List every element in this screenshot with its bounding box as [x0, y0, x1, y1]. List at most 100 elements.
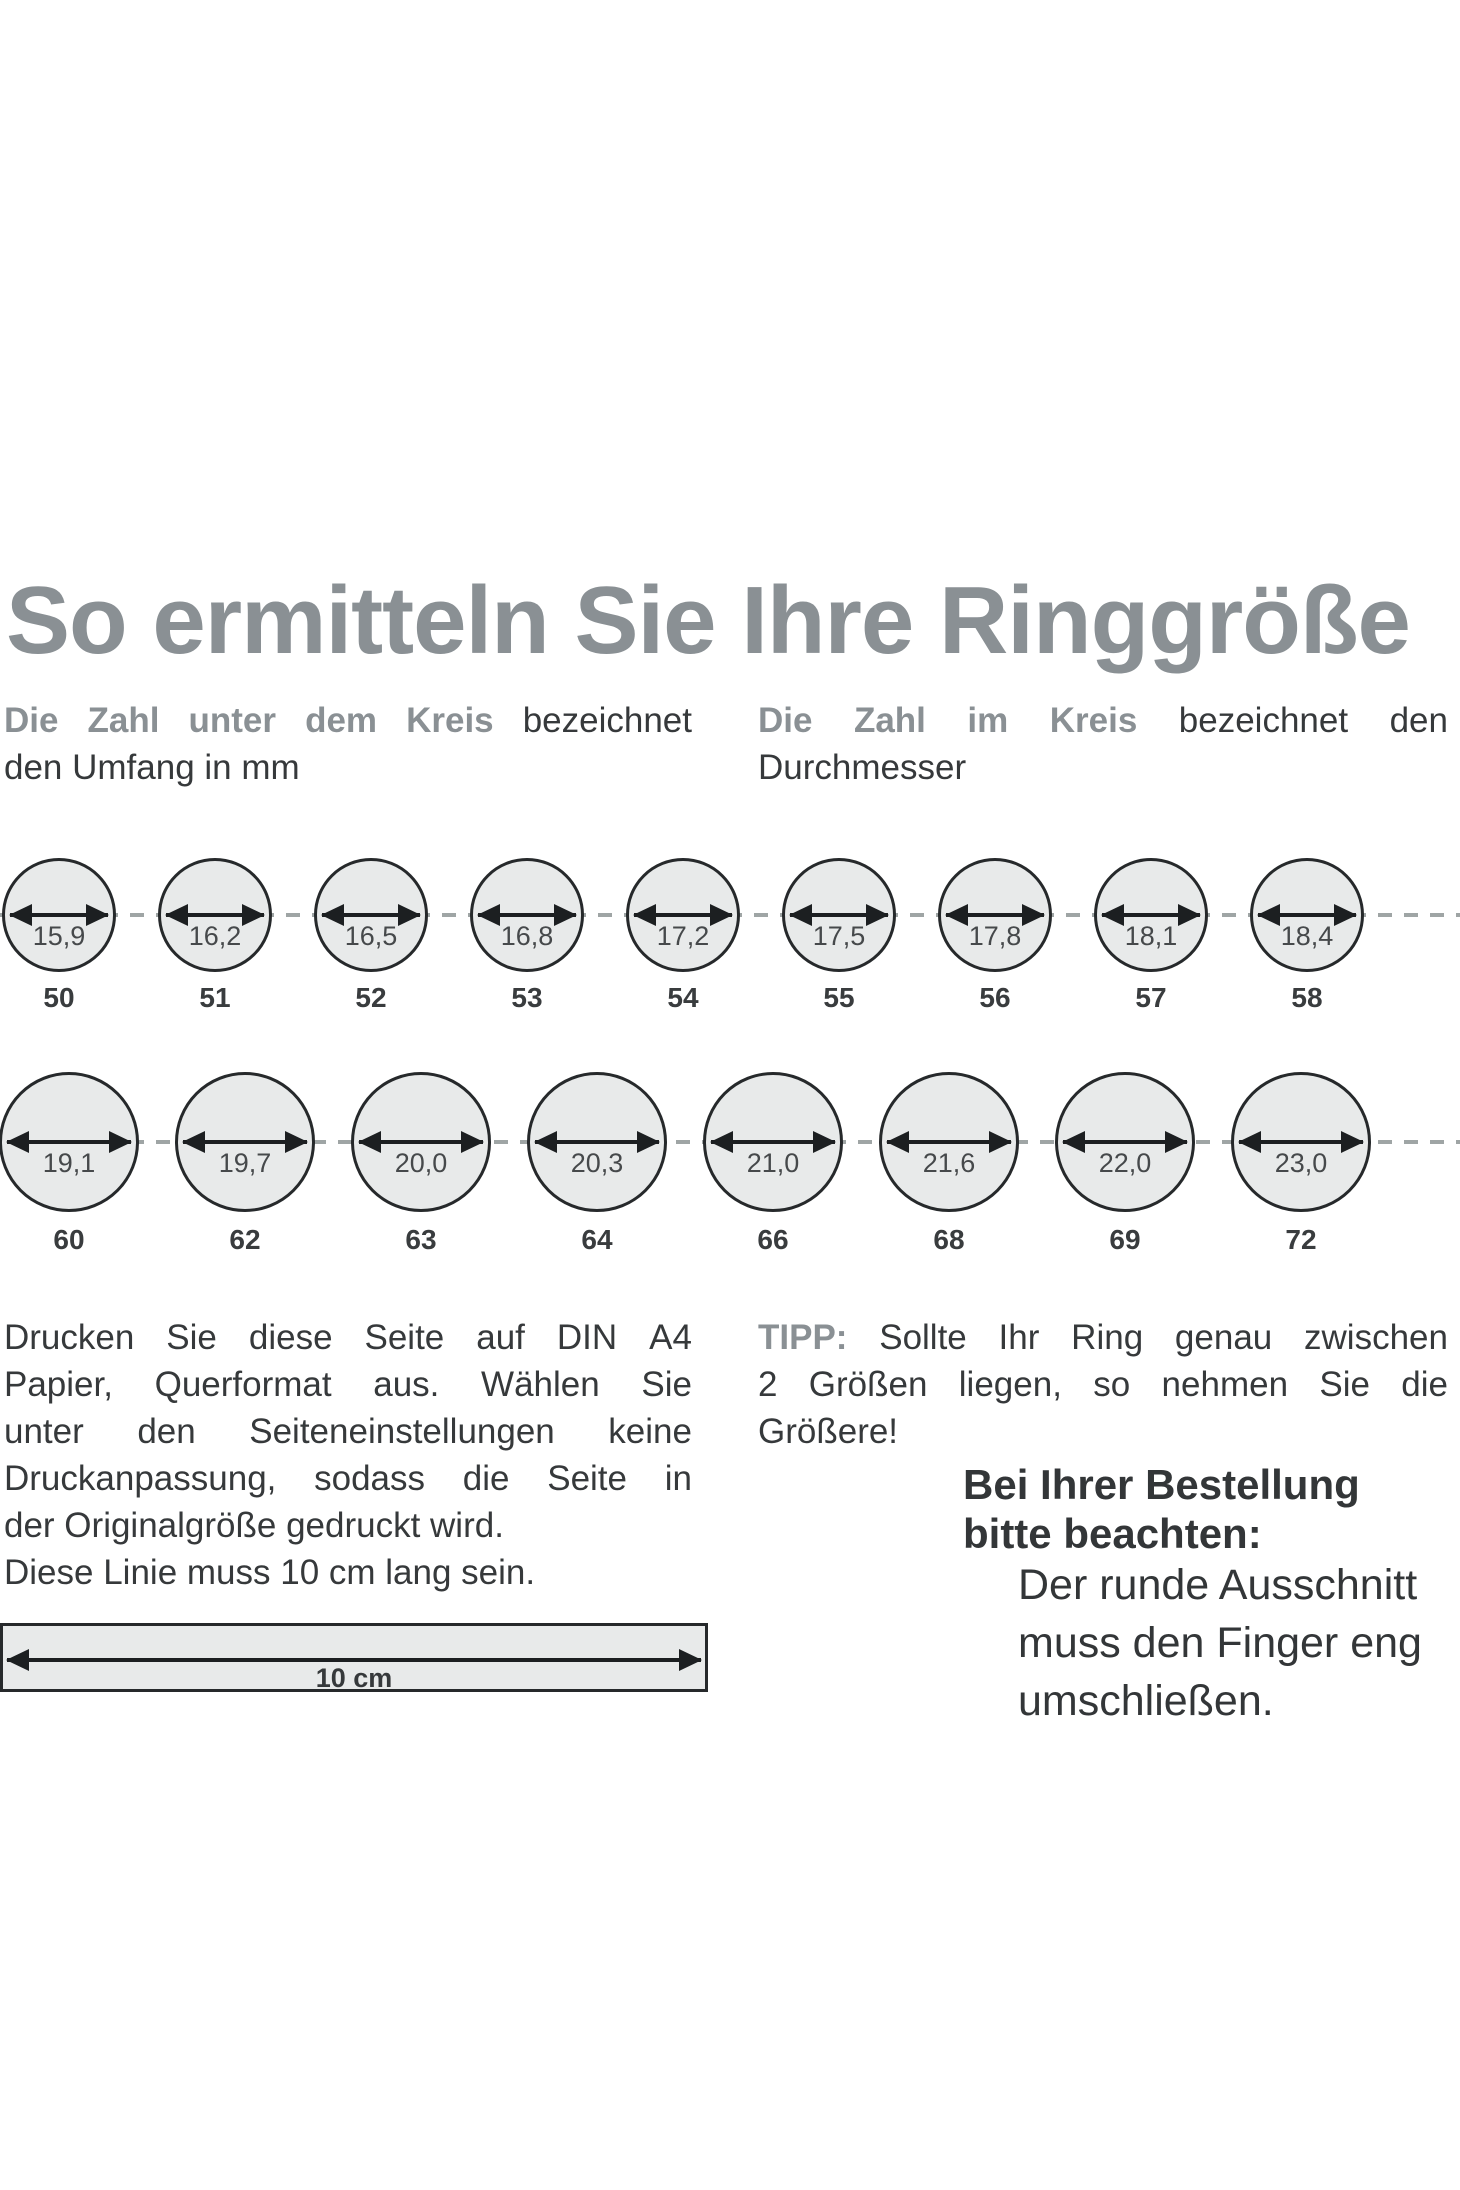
- word: TIPP:: [758, 1318, 848, 1357]
- word: A4: [649, 1318, 692, 1357]
- diameter-arrow: [182, 1131, 308, 1153]
- ring-size-label: 58: [1291, 982, 1323, 1013]
- order-note-body-line2: muss den Finger eng: [1018, 1619, 1422, 1667]
- word: unter: [188, 701, 277, 740]
- word: so: [1093, 1365, 1131, 1404]
- diameter-value: 17,8: [968, 921, 1022, 951]
- word: Größen: [808, 1365, 928, 1404]
- diameter-arrow: [534, 1131, 660, 1153]
- ring-size-label: 50: [43, 982, 75, 1013]
- paragraph-line: Drucken Sie diese Seite auf DIN A4: [4, 1314, 692, 1361]
- ring-circle-60: 19,1: [0, 1072, 139, 1212]
- ruler-arrow: [6, 1649, 702, 1671]
- ruler-10cm: 10 cm: [0, 1623, 708, 1693]
- word: aus.: [373, 1365, 440, 1404]
- ring-size-label: 64: [581, 1224, 613, 1255]
- ring-circle-56: 17,8: [938, 858, 1052, 972]
- paragraph-line: Papier, Querformat aus. Wählen Sie: [4, 1361, 692, 1408]
- word: 2: [758, 1365, 778, 1404]
- word: Seiteneinstellungen: [249, 1412, 555, 1451]
- subtitle-left-line2: den Umfang in mm: [4, 748, 300, 787]
- diameter-value: 18,1: [1124, 921, 1178, 951]
- word: Sie: [641, 1365, 692, 1404]
- ring-size-label: 72: [1285, 1224, 1317, 1255]
- diameter-value: 17,5: [812, 921, 866, 951]
- word: unter: [4, 1412, 84, 1451]
- order-note-body-line3: umschließen.: [1018, 1677, 1274, 1725]
- word: die: [462, 1459, 510, 1498]
- page-title: So ermitteln Sie Ihre Ringgröße: [6, 567, 1411, 674]
- ring-size-label: 69: [1109, 1224, 1141, 1255]
- ring-circle-62: 19,7: [175, 1072, 315, 1212]
- diameter-value: 20,3: [570, 1148, 624, 1178]
- diameter-arrow: [633, 904, 733, 926]
- word: bezeichnet: [522, 701, 692, 740]
- order-note-heading-line2: bitte beachten:: [963, 1510, 1262, 1557]
- subtitle-right: Die Zahl im Kreis bezeichnet den Durchmesser: [758, 697, 1448, 791]
- word: Wählen: [481, 1365, 600, 1404]
- word: liegen,: [958, 1365, 1062, 1404]
- word: Die: [4, 701, 59, 740]
- diameter-arrow: [321, 904, 421, 926]
- word: Zahl: [853, 701, 926, 740]
- ring-circle-63: 20,0: [351, 1072, 491, 1212]
- subtitle-right-line2: Durchmesser: [758, 748, 967, 787]
- word: keine: [608, 1412, 692, 1451]
- word: bezeichnet: [1178, 701, 1349, 740]
- ring-circle-58: 18,4: [1250, 858, 1364, 972]
- word: Querformat: [154, 1365, 332, 1404]
- ring-size-label: 62: [229, 1224, 261, 1255]
- ring-circle-64: 20,3: [527, 1072, 667, 1212]
- ring-size-label: 53: [511, 982, 543, 1013]
- ring-circle-55: 17,5: [782, 858, 896, 972]
- ring-circle-57: 18,1: [1094, 858, 1208, 972]
- word: DIN: [556, 1318, 618, 1357]
- paragraph-line: TIPP: Sollte Ihr Ring genau zwischen: [758, 1314, 1448, 1361]
- ring-circle-53: 16,8: [470, 858, 584, 972]
- ring-size-label: 57: [1135, 982, 1167, 1013]
- ring-circle-52: 16,5: [314, 858, 428, 972]
- paragraph-line: 2 Größen liegen, so nehmen Sie die: [758, 1361, 1448, 1408]
- diameter-arrow: [710, 1131, 836, 1153]
- word: Zahl: [87, 701, 160, 740]
- word: nehmen: [1161, 1365, 1289, 1404]
- word: Kreis: [1049, 701, 1138, 740]
- diameter-value: 23,0: [1274, 1148, 1328, 1178]
- word: diese: [248, 1318, 333, 1357]
- tip-paragraph: TIPP: Sollte Ihr Ring genau zwischen 2 Größen li…: [758, 1314, 1448, 1455]
- word: den: [1389, 701, 1448, 740]
- diameter-arrow: [6, 1131, 132, 1153]
- word: Drucken: [4, 1318, 135, 1357]
- word: Druckanpassung,: [4, 1459, 277, 1498]
- ring-size-label: 54: [667, 982, 699, 1013]
- diameter-arrow: [477, 904, 577, 926]
- diameter-value: 18,4: [1280, 921, 1334, 951]
- subtitle-left: Die Zahl unter dem Kreis bezeichnet den Umfan…: [4, 697, 692, 791]
- diameter-value: 21,0: [746, 1148, 800, 1178]
- ring-circle-54: 17,2: [626, 858, 740, 972]
- order-note-body: Der runde Ausschnitt muss den Finger eng…: [1018, 1556, 1422, 1730]
- word: dem: [305, 701, 378, 740]
- ring-circle-51: 16,2: [158, 858, 272, 972]
- order-note-heading: Bei Ihrer Bestellung bitte beachten:: [963, 1460, 1360, 1558]
- diameter-arrow: [886, 1131, 1012, 1153]
- diameter-value: 19,7: [218, 1148, 272, 1178]
- ring-size-label: 63: [405, 1224, 437, 1255]
- diameter-value: 20,0: [394, 1148, 448, 1178]
- paragraph-line: Größere!: [758, 1412, 899, 1451]
- diameter-value: 16,8: [500, 921, 554, 951]
- word: Sie: [166, 1318, 217, 1357]
- word: auf: [476, 1318, 525, 1357]
- word: im: [967, 701, 1009, 740]
- word: Ring: [1071, 1318, 1144, 1357]
- ring-size-label: 66: [757, 1224, 789, 1255]
- diameter-value: 16,2: [188, 921, 242, 951]
- word: zwischen: [1304, 1318, 1448, 1357]
- diameter-arrow: [1238, 1131, 1364, 1153]
- word: Sollte: [879, 1318, 967, 1357]
- ring-size-label: 52: [355, 982, 387, 1013]
- paragraph-line: unter den Seiteneinstellungen keine: [4, 1408, 692, 1455]
- ring-size-label: 56: [979, 982, 1011, 1013]
- order-note-body-line1: Der runde Ausschnitt: [1018, 1561, 1418, 1609]
